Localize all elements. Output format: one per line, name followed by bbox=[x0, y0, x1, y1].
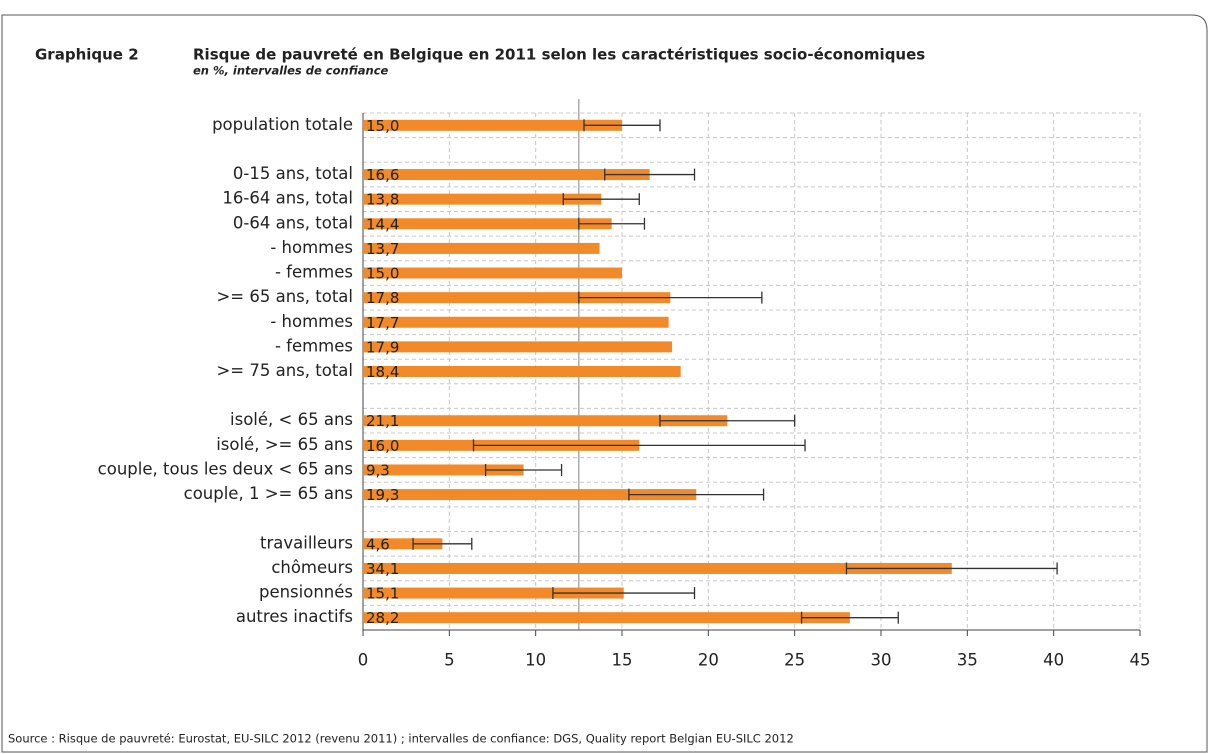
value-label: 21,1 bbox=[366, 412, 399, 430]
value-label: 28,2 bbox=[366, 609, 399, 627]
y-tick-label: >= 65 ans, total bbox=[216, 287, 353, 306]
bar bbox=[363, 169, 650, 181]
bar bbox=[363, 267, 622, 279]
value-label: 18,4 bbox=[366, 363, 399, 381]
value-label: 16,0 bbox=[366, 437, 399, 455]
value-label: 15,0 bbox=[366, 265, 399, 283]
y-tick-label: autres inactifs bbox=[236, 607, 353, 626]
bar bbox=[363, 242, 600, 254]
value-label: 17,9 bbox=[366, 338, 399, 356]
value-label: 14,4 bbox=[366, 215, 399, 233]
bar bbox=[363, 415, 728, 427]
bar bbox=[363, 587, 624, 599]
bar bbox=[363, 218, 612, 230]
value-label: 17,7 bbox=[366, 314, 399, 332]
y-tick-label: travailleurs bbox=[260, 533, 353, 552]
bar bbox=[363, 538, 443, 550]
chart-label: Graphique 2 bbox=[35, 46, 139, 64]
bar bbox=[363, 341, 673, 353]
y-tick-label: - hommes bbox=[270, 238, 353, 257]
value-label: 4,6 bbox=[366, 535, 390, 553]
bar bbox=[363, 366, 681, 377]
y-tick-label: isolé, >= 65 ans bbox=[216, 435, 353, 454]
chart-subtitle: en %, intervalles de confiance bbox=[193, 64, 389, 78]
bar bbox=[363, 489, 697, 501]
value-label: 9,3 bbox=[366, 461, 390, 479]
y-tick-label: pensionnés bbox=[259, 583, 353, 602]
value-label: 15,1 bbox=[366, 585, 399, 603]
y-tick-label: >= 75 ans, total bbox=[216, 361, 353, 380]
bar bbox=[363, 562, 952, 574]
bar bbox=[363, 464, 524, 476]
value-label: 15,0 bbox=[366, 117, 399, 135]
x-tick-label: 20 bbox=[698, 651, 719, 670]
y-tick-label: population totale bbox=[212, 115, 353, 134]
y-tick-label: 0-15 ans, total bbox=[233, 164, 353, 183]
value-label: 13,8 bbox=[366, 191, 399, 209]
value-label: 17,8 bbox=[366, 289, 399, 307]
x-tick-label: 30 bbox=[871, 651, 892, 670]
y-tick-label: 0-64 ans, total bbox=[233, 213, 353, 232]
frame bbox=[1, 14, 1208, 753]
y-tick-label: couple, tous les deux < 65 ans bbox=[98, 459, 353, 478]
y-tick-label: 16-64 ans, total bbox=[222, 189, 353, 208]
x-tick-label: 25 bbox=[784, 651, 805, 670]
y-tick-label: - hommes bbox=[270, 312, 353, 331]
y-tick-label: - femmes bbox=[275, 263, 353, 282]
chart-title: Risque de pauvreté en Belgique en 2011 s… bbox=[193, 46, 925, 64]
bar bbox=[363, 612, 850, 624]
value-label: 34,1 bbox=[366, 560, 399, 578]
y-tick-label: chômeurs bbox=[271, 558, 353, 577]
y-tick-label: couple, 1 >= 65 ans bbox=[184, 484, 353, 503]
x-tick-label: 45 bbox=[1130, 651, 1151, 670]
x-tick-label: 40 bbox=[1043, 651, 1064, 670]
value-label: 13,7 bbox=[366, 240, 399, 258]
y-tick-label: isolé, < 65 ans bbox=[230, 410, 353, 429]
bar bbox=[363, 316, 669, 328]
value-label: 19,3 bbox=[366, 486, 399, 504]
bar bbox=[363, 193, 602, 205]
x-tick-label: 10 bbox=[525, 651, 546, 670]
bar bbox=[363, 292, 671, 304]
y-tick-label: - femmes bbox=[275, 336, 353, 355]
source: Source : Risque de pauvreté: Eurostat, E… bbox=[8, 732, 794, 746]
x-tick-label: 5 bbox=[444, 651, 455, 670]
value-label: 16,6 bbox=[366, 166, 399, 184]
x-tick-label: 15 bbox=[612, 651, 633, 670]
x-tick-label: 0 bbox=[358, 651, 369, 670]
x-tick-label: 35 bbox=[957, 651, 978, 670]
bar bbox=[363, 119, 622, 131]
